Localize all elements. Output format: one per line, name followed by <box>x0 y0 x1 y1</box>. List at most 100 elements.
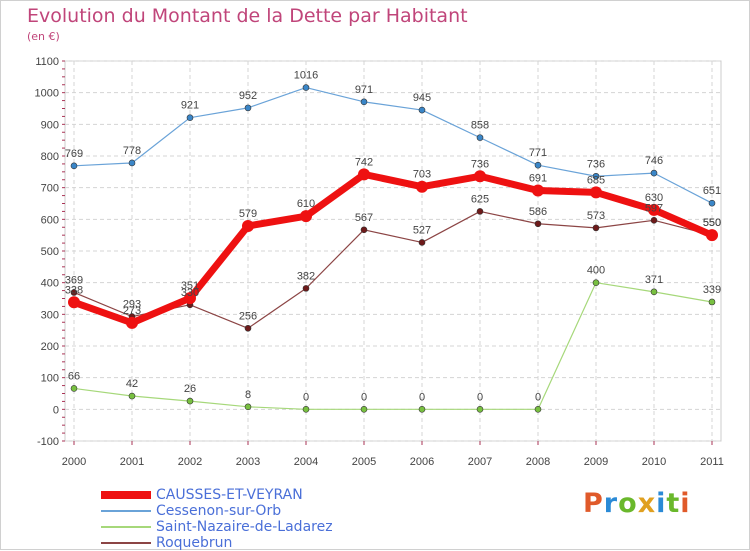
data-point <box>244 324 252 332</box>
data-label: 351 <box>181 280 199 292</box>
x-tick-label: 2007 <box>468 456 492 468</box>
data-point <box>532 184 544 197</box>
legend-swatch <box>101 526 151 528</box>
data-point <box>534 161 542 169</box>
data-label: 26 <box>184 383 196 395</box>
y-tick-label: 1000 <box>35 88 59 100</box>
proxiti-logo: Proxiti <box>583 488 691 519</box>
logo-letter: i <box>656 488 667 519</box>
y-tick-label: 100 <box>41 373 59 385</box>
data-label: 0 <box>303 391 309 403</box>
data-label: 746 <box>645 155 663 167</box>
data-point <box>590 186 602 199</box>
data-label: 778 <box>123 145 141 157</box>
y-tick-label: 1100 <box>35 56 59 68</box>
y-tick-label: 700 <box>41 183 59 195</box>
y-tick-label: 400 <box>41 278 59 290</box>
data-point <box>184 292 196 305</box>
data-label: 573 <box>587 210 605 222</box>
data-point <box>128 159 136 167</box>
data-point <box>650 216 658 224</box>
data-label: 771 <box>529 147 547 159</box>
x-tick-label: 2005 <box>352 456 376 468</box>
data-label: 0 <box>361 391 367 403</box>
logo-letter: P <box>583 488 604 519</box>
data-point <box>242 219 254 232</box>
series-line <box>73 210 713 329</box>
data-point <box>476 134 484 141</box>
legend-item: Cessenon-sur-Orb <box>101 503 421 519</box>
data-label: 293 <box>123 299 141 311</box>
data-label: 273 <box>123 305 141 317</box>
data-label: 736 <box>587 158 605 170</box>
data-point <box>592 172 600 180</box>
data-point <box>592 224 600 232</box>
chart-subtitle: (en €) <box>27 30 60 43</box>
data-label: 952 <box>239 90 257 102</box>
data-point <box>186 397 194 405</box>
data-point <box>534 406 542 413</box>
x-tick-label: 2002 <box>178 456 202 468</box>
legend-swatch <box>101 542 151 544</box>
data-point <box>534 220 542 228</box>
data-label: 338 <box>65 284 83 296</box>
data-label: 610 <box>297 198 315 210</box>
x-tick-label: 2003 <box>236 456 260 468</box>
data-point <box>360 98 368 106</box>
data-label: 597 <box>645 202 663 214</box>
data-label: 256 <box>239 310 257 322</box>
y-tick-label: -100 <box>37 436 59 448</box>
series-line <box>73 282 713 410</box>
data-point <box>128 392 136 400</box>
data-point <box>70 289 78 296</box>
data-point <box>708 199 716 207</box>
data-label: 625 <box>471 193 489 205</box>
logo-letter: t <box>666 488 681 519</box>
data-point <box>302 406 310 413</box>
data-point <box>706 229 718 242</box>
y-tick-label: 300 <box>41 309 59 321</box>
data-point <box>418 406 426 413</box>
legend-label: CAUSSES-ET-VEYRAN <box>156 487 303 503</box>
data-label: 858 <box>471 120 489 132</box>
data-label: 736 <box>471 158 489 170</box>
chart-title: Evolution du Montant de la Dette par Hab… <box>27 5 468 27</box>
data-point <box>70 385 78 392</box>
data-point <box>648 203 660 216</box>
data-point <box>650 169 658 177</box>
data-point <box>126 316 138 329</box>
data-point <box>474 170 486 183</box>
data-label: 703 <box>413 169 431 181</box>
data-label: 400 <box>587 265 605 277</box>
data-point <box>186 114 194 121</box>
x-tick-label: 2006 <box>410 456 434 468</box>
data-label: 685 <box>587 174 605 186</box>
data-label: 66 <box>68 370 80 382</box>
data-point <box>70 162 78 170</box>
data-point <box>708 298 716 306</box>
data-point <box>476 208 484 215</box>
data-point <box>302 84 310 91</box>
data-label: 8 <box>245 389 251 401</box>
logo-letter: o <box>618 488 638 519</box>
x-tick-label: 2009 <box>584 456 608 468</box>
x-tick-label: 2000 <box>62 456 86 468</box>
data-label: 586 <box>529 206 547 218</box>
data-label: 769 <box>65 148 83 160</box>
data-label: 651 <box>703 185 721 197</box>
data-label: 742 <box>355 156 373 168</box>
y-tick-label: 500 <box>41 246 59 258</box>
data-label: 527 <box>413 224 431 236</box>
data-label: 0 <box>535 391 541 403</box>
data-label: 945 <box>413 92 431 104</box>
data-label: 339 <box>703 284 721 296</box>
data-label: 382 <box>297 270 315 282</box>
x-tick-label: 2001 <box>120 456 144 468</box>
logo-letter: i <box>680 488 691 519</box>
legend-item: Roquebrun <box>101 535 421 551</box>
data-label: 1016 <box>294 70 318 82</box>
data-point <box>300 210 312 223</box>
data-label: 630 <box>645 192 663 204</box>
data-label: 567 <box>355 212 373 224</box>
